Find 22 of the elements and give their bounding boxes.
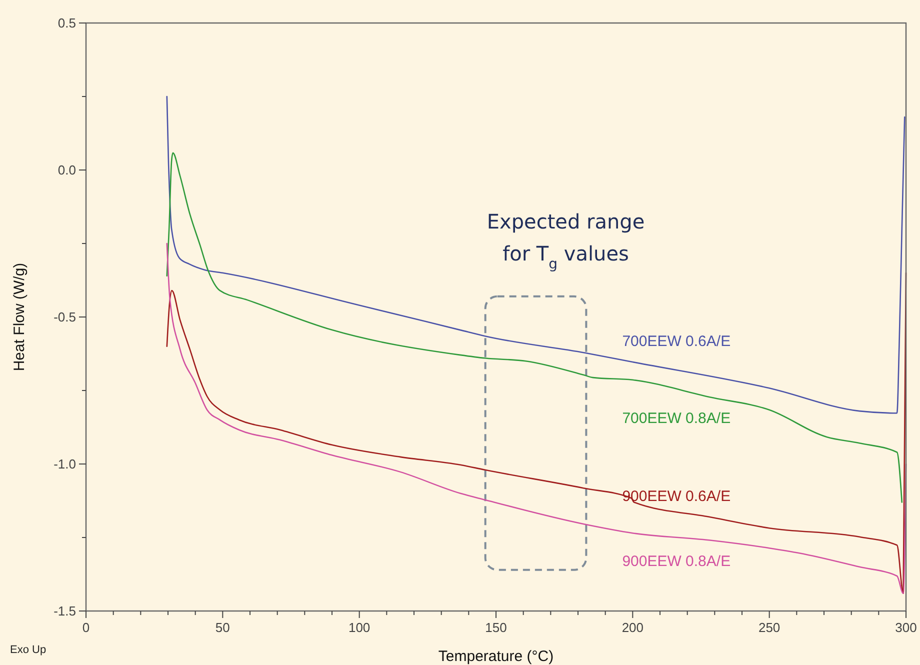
y-tick-label: -1.0 bbox=[54, 456, 76, 472]
x-tick-label: 50 bbox=[215, 620, 230, 635]
x-tick-label: 300 bbox=[895, 620, 917, 635]
series-label: 900EEW 0.8A/E bbox=[622, 553, 731, 570]
series-label: 900EEW 0.6A/E bbox=[622, 488, 731, 505]
x-tick-label: 0 bbox=[82, 620, 90, 635]
x-tick-label: 150 bbox=[485, 620, 507, 635]
series-label: 700EEW 0.6A/E bbox=[622, 332, 731, 350]
line-series bbox=[166, 96, 906, 414]
x-axis-title: Temperature (°C) bbox=[438, 648, 554, 665]
text: Exo Up bbox=[10, 644, 46, 656]
y-tick-label: 0.0 bbox=[58, 162, 76, 178]
x-tick-label: 250 bbox=[758, 620, 780, 635]
line-series bbox=[166, 152, 903, 503]
y-tick-label: -1.5 bbox=[54, 604, 76, 618]
x-tick-label: 100 bbox=[348, 620, 370, 635]
y-axis-title: Heat Flow (W/g) bbox=[11, 262, 28, 372]
series-label: 700EEW 0.8A/E bbox=[622, 410, 731, 427]
y-tick-label: -0.5 bbox=[54, 310, 76, 324]
annotation: Expected range for T$_{g}$ values bbox=[486, 209, 645, 272]
x-tick-label: 200 bbox=[622, 620, 644, 635]
y-tick-label: 0.5 bbox=[58, 16, 76, 30]
